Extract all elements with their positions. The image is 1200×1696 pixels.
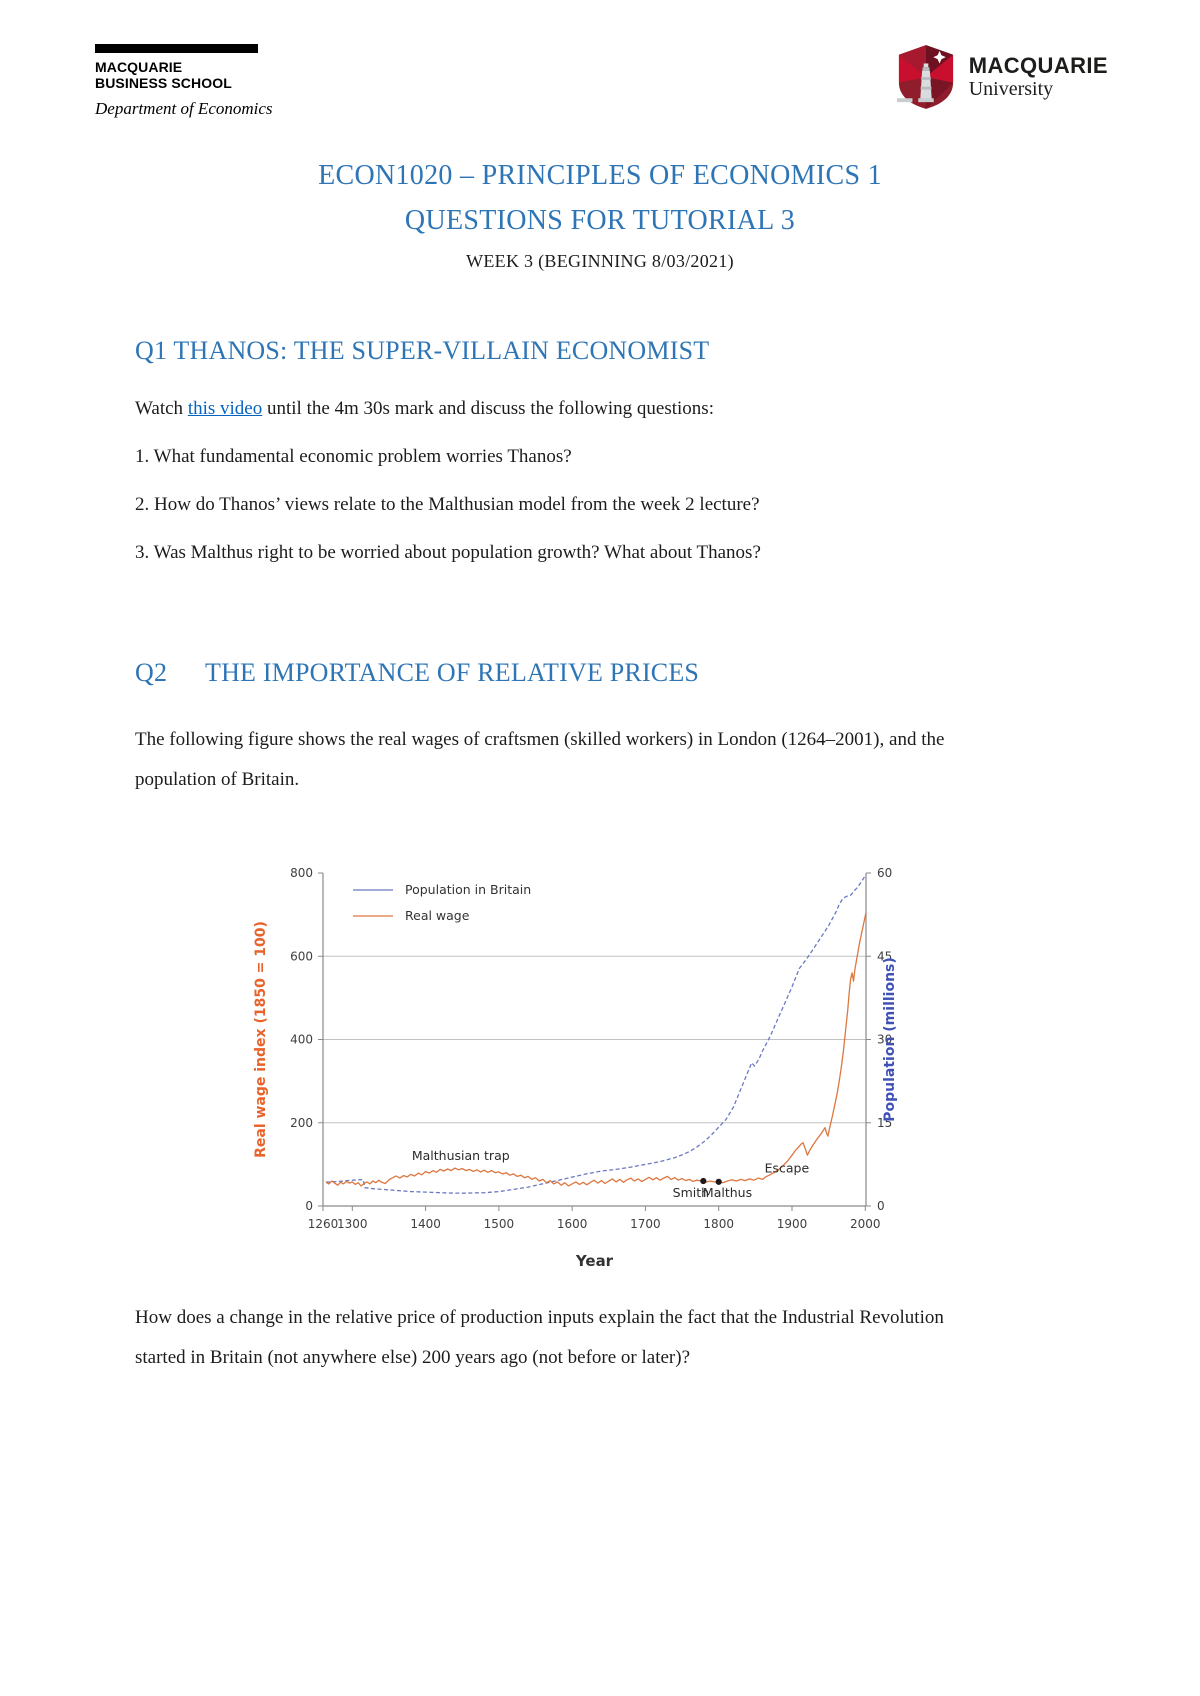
svg-text:1900: 1900 bbox=[777, 1217, 808, 1231]
course-title: ECON1020 – PRINCIPLES OF ECONOMICS 1 bbox=[318, 160, 882, 191]
q2-question-text: How does a change in the relative price … bbox=[135, 1307, 944, 1368]
svg-text:Real wage: Real wage bbox=[405, 908, 470, 923]
svg-text:1800: 1800 bbox=[703, 1217, 734, 1231]
svg-text:1300: 1300 bbox=[337, 1217, 368, 1231]
svg-text:Escape: Escape bbox=[765, 1161, 810, 1176]
svg-text:Population in Britain: Population in Britain bbox=[405, 882, 531, 897]
svg-text:2000: 2000 bbox=[850, 1217, 881, 1231]
svg-text:1400: 1400 bbox=[410, 1217, 441, 1231]
svg-text:30: 30 bbox=[877, 1033, 892, 1047]
q1-heading: Q1 THANOS: THE SUPER-VILLAIN ECONOMIST bbox=[135, 336, 710, 365]
department-name: Department of Economics bbox=[95, 99, 273, 119]
svg-text:1260: 1260 bbox=[308, 1217, 339, 1231]
svg-text:Malthusian trap: Malthusian trap bbox=[412, 1148, 510, 1163]
lighthouse-icon bbox=[896, 63, 934, 103]
svg-text:1600: 1600 bbox=[557, 1217, 588, 1231]
q1-intro-after: until the 4m 30s mark and discuss the fo… bbox=[262, 398, 714, 419]
svg-text:60: 60 bbox=[877, 866, 892, 880]
tutorial-title: QUESTIONS FOR TUTORIAL 3 bbox=[404, 205, 796, 236]
svg-text:200: 200 bbox=[290, 1116, 313, 1130]
question-1-section: Q1 THANOS: THE SUPER-VILLAIN ECONOMIST W… bbox=[135, 336, 1075, 564]
svg-text:Real wage index (1850 = 100): Real wage index (1850 = 100) bbox=[253, 921, 269, 1158]
svg-text:15: 15 bbox=[877, 1116, 892, 1130]
svg-text:0: 0 bbox=[877, 1199, 885, 1213]
document-title-block: ECON1020 – PRINCIPLES OF ECONOMICS 1 QUE… bbox=[0, 160, 1200, 272]
university-sub: University bbox=[968, 77, 1054, 100]
q2-heading-text: THE IMPORTANCE OF RELATIVE PRICES bbox=[205, 658, 700, 687]
svg-text:400: 400 bbox=[290, 1033, 313, 1047]
q1-intro-before: Watch bbox=[135, 398, 188, 419]
q1-intro: Watch this video until the 4m 30s mark a… bbox=[135, 398, 1075, 420]
q1-item-2: 2. How do Thanos’ views relate to the Ma… bbox=[135, 494, 760, 515]
business-school-logo: MACQUARIE BUSINESS SCHOOL Department of … bbox=[95, 44, 273, 119]
q1-item-1: 1. What fundamental economic problem wor… bbox=[135, 446, 572, 467]
video-link[interactable]: this video bbox=[187, 398, 263, 419]
svg-text:Smith: Smith bbox=[673, 1185, 709, 1200]
svg-text:1700: 1700 bbox=[630, 1217, 661, 1231]
university-name: MACQUARIE bbox=[968, 53, 1108, 79]
q1-item-3: 3. Was Malthus right to be worried about… bbox=[135, 542, 761, 563]
university-shield-icon bbox=[896, 45, 953, 109]
svg-text:600: 600 bbox=[290, 949, 313, 963]
svg-text:45: 45 bbox=[877, 949, 892, 963]
svg-text:Population (millions): Population (millions) bbox=[882, 957, 898, 1122]
svg-text:Year: Year bbox=[575, 1252, 614, 1270]
q2-number: Q2 bbox=[135, 658, 168, 687]
university-logo: MACQUARIE University bbox=[896, 44, 1108, 110]
question-2-section: Q2 THE IMPORTANCE OF RELATIVE PRICES The … bbox=[135, 658, 1075, 800]
svg-text:800: 800 bbox=[290, 866, 313, 880]
q2-heading: Q2 THE IMPORTANCE OF RELATIVE PRICES bbox=[135, 658, 1075, 688]
q2-intro: The following figure shows the real wage… bbox=[135, 729, 945, 790]
logo-bar bbox=[95, 44, 258, 53]
business-school-name-line2: BUSINESS SCHOOL bbox=[95, 74, 232, 91]
business-school-name-line1: MACQUARIE bbox=[95, 59, 183, 75]
real-wage-population-chart: 0 200 400 600 800 0 15 30 45 60 1260 1300 1400 1500 16… bbox=[243, 795, 903, 1285]
week-subtitle: WEEK 3 (BEGINNING 8/03/2021) bbox=[466, 251, 734, 271]
svg-text:1500: 1500 bbox=[484, 1217, 515, 1231]
svg-text:Malthus: Malthus bbox=[703, 1185, 752, 1200]
star-icon bbox=[932, 50, 946, 64]
svg-text:0: 0 bbox=[305, 1199, 313, 1213]
